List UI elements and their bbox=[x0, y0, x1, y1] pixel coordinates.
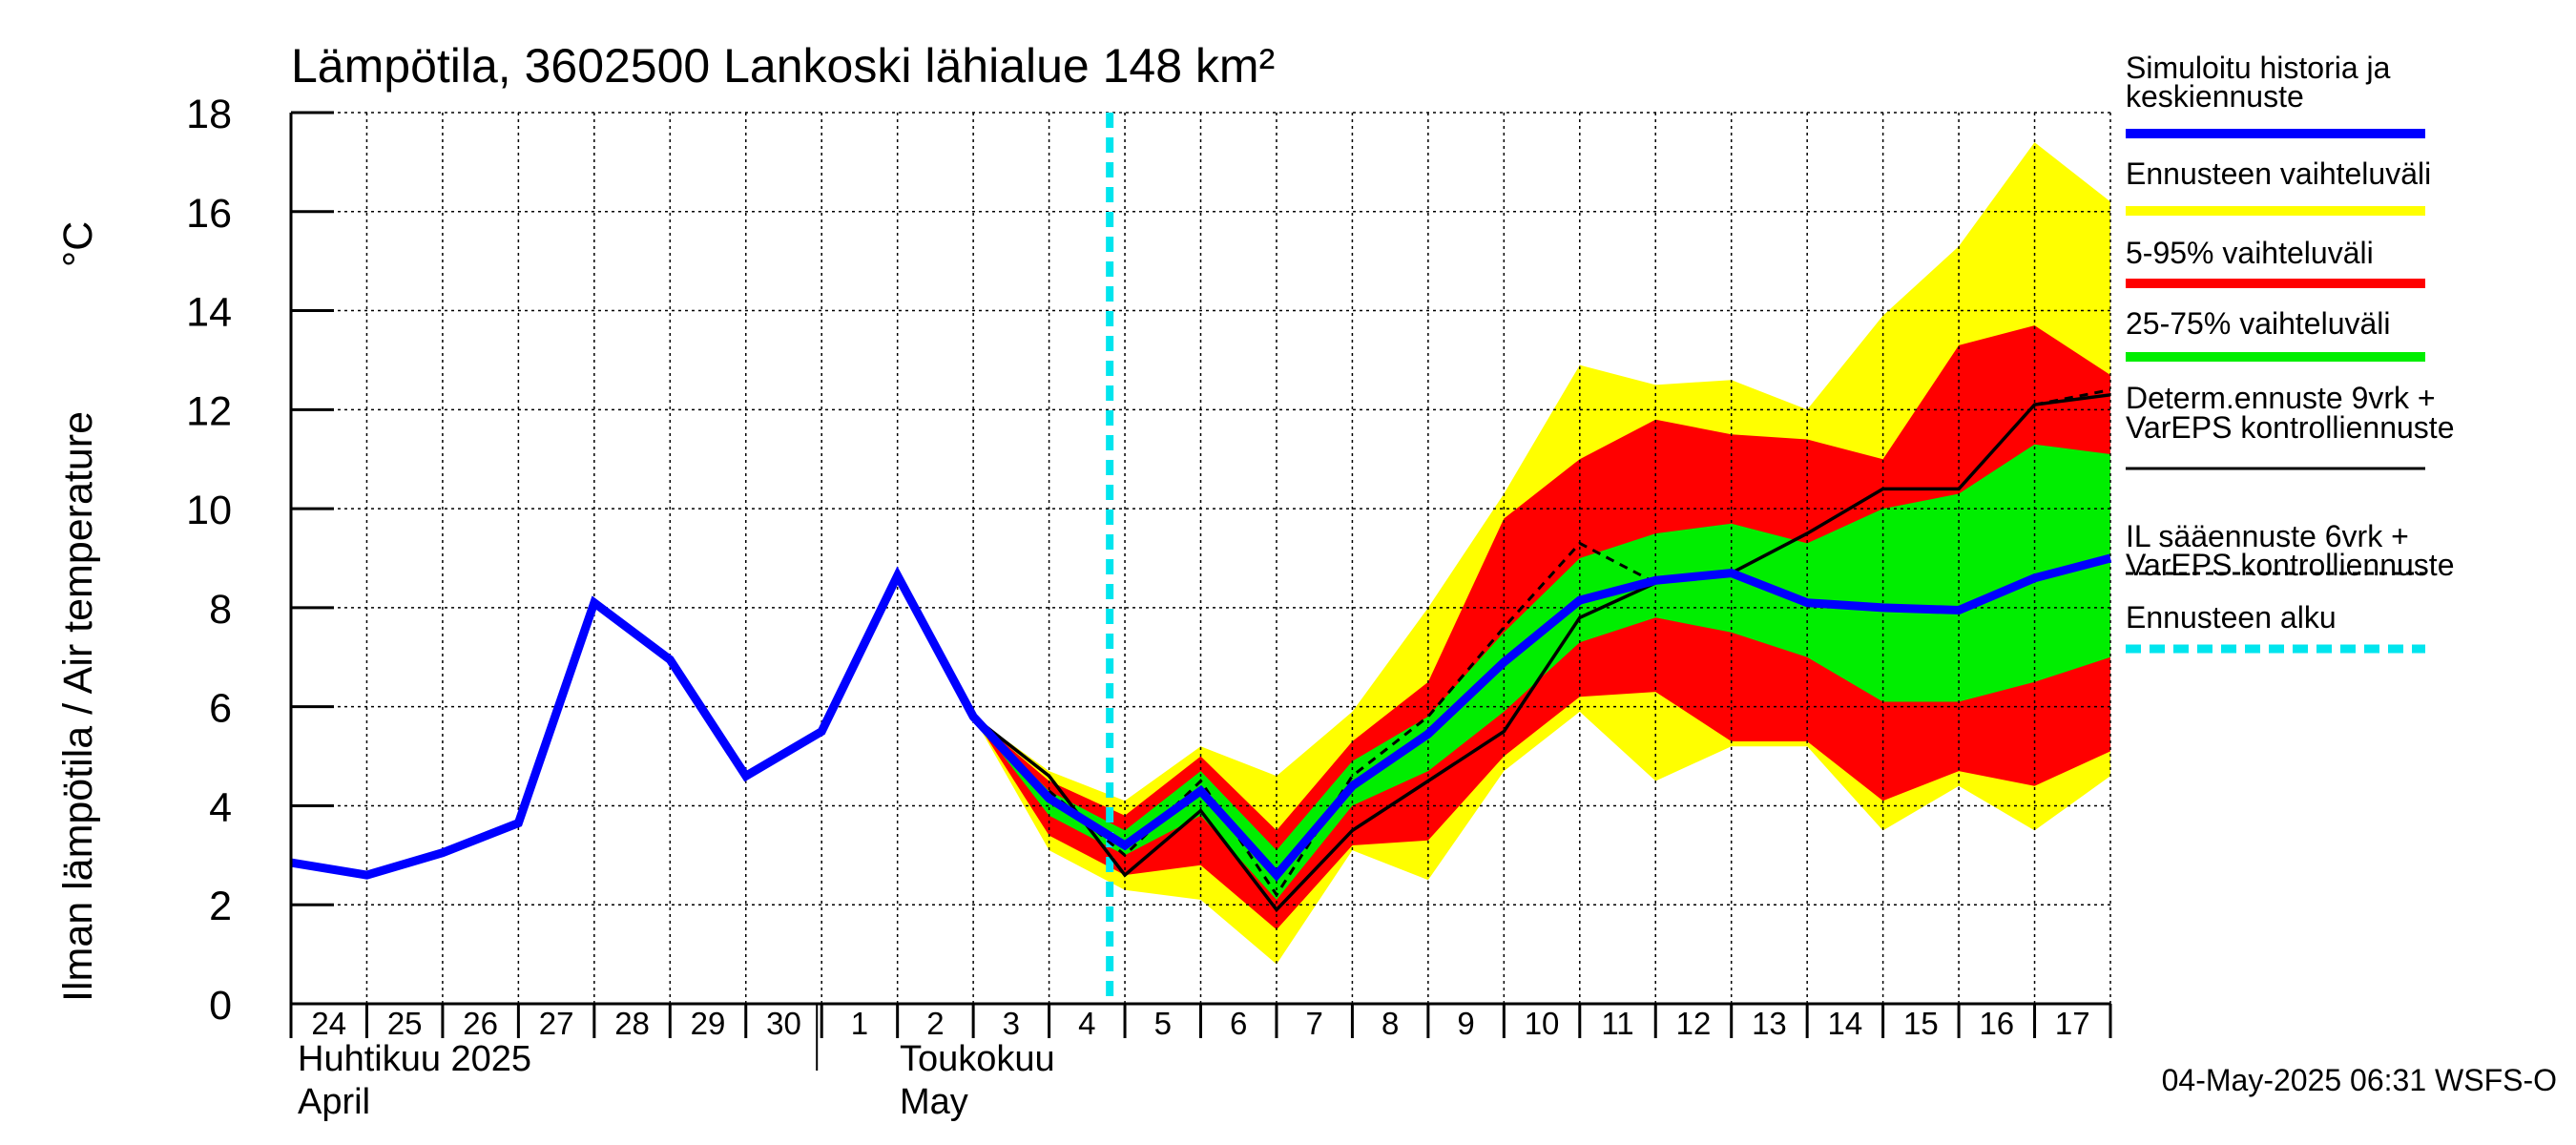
x-tick-label: 8 bbox=[1381, 1006, 1399, 1041]
x-tick-label: 14 bbox=[1828, 1006, 1863, 1041]
history-mean-line bbox=[290, 553, 2112, 882]
x-tick-label: 4 bbox=[1078, 1006, 1095, 1041]
y-tick-label: 4 bbox=[209, 784, 232, 830]
y-tick-label: 2 bbox=[209, 884, 232, 929]
month-label-may-fi: Toukokuu bbox=[900, 1039, 1055, 1079]
legend-label: Determ.ennuste 9vrk + bbox=[2126, 381, 2436, 415]
legend-label: VarEPS kontrolliennuste bbox=[2126, 548, 2454, 582]
y-tick-label: 16 bbox=[186, 191, 232, 237]
x-tick-label: 12 bbox=[1676, 1006, 1712, 1041]
x-tick-label: 29 bbox=[691, 1006, 726, 1041]
x-tick-label: 15 bbox=[1903, 1006, 1939, 1041]
x-tick-label: 1 bbox=[851, 1006, 868, 1041]
legend-label: 25-75% vaihteluväli bbox=[2126, 306, 2391, 341]
x-tick-label: 10 bbox=[1525, 1006, 1560, 1041]
x-tick-label: 3 bbox=[1003, 1006, 1020, 1041]
y-tick-label: 18 bbox=[186, 92, 232, 137]
month-label-may-en: May bbox=[900, 1082, 968, 1122]
y-tick-labels: 0 2 4 6 8 10 12 14 16 18 bbox=[186, 92, 232, 1029]
legend-label: VarEPS kontrolliennuste bbox=[2126, 410, 2454, 445]
il-forecast-tail-line bbox=[2034, 388, 2111, 406]
legend-label: 5-95% vaihteluväli bbox=[2126, 236, 2374, 270]
y-tick-label: 8 bbox=[209, 587, 232, 633]
legend-label: IL sääennuste 6vrk + bbox=[2126, 519, 2409, 553]
x-tick-label: 28 bbox=[614, 1006, 650, 1041]
y-axis-unit: °C bbox=[55, 221, 101, 267]
x-tick-label: 5 bbox=[1154, 1006, 1172, 1041]
y-tick-label: 6 bbox=[209, 686, 232, 732]
determ-forecast-line bbox=[896, 393, 2111, 913]
y-tick-label: 10 bbox=[186, 488, 232, 533]
month-label-april-en: April bbox=[298, 1082, 370, 1122]
x-tick-label: 26 bbox=[463, 1006, 498, 1041]
x-tick-label: 16 bbox=[1979, 1006, 2014, 1041]
timestamp-footer: 04-May-2025 06:31 WSFS-O bbox=[2162, 1063, 2557, 1097]
x-tick-label: 17 bbox=[2055, 1006, 2090, 1041]
legend-label: Ennusteen vaihteluväli bbox=[2126, 156, 2431, 191]
y-tick-label: 0 bbox=[209, 983, 232, 1029]
x-tick-label: 2 bbox=[926, 1006, 944, 1041]
x-tick-label: 9 bbox=[1457, 1006, 1474, 1041]
x-tick-label: 11 bbox=[1601, 1006, 1633, 1041]
x-tick-label: 30 bbox=[766, 1006, 801, 1041]
legend-label: keskiennuste bbox=[2126, 79, 2304, 114]
x-tick-label: 7 bbox=[1306, 1006, 1323, 1041]
y-tick-label: 14 bbox=[186, 290, 232, 336]
axes bbox=[289, 111, 2112, 1071]
legend-label: Ennusteen alku bbox=[2126, 600, 2337, 635]
month-label-april-fi: Huhtikuu 2025 bbox=[298, 1039, 531, 1079]
x-tick-label: 27 bbox=[539, 1006, 574, 1041]
y-axis-label: Ilman lämpötila / Air temperature bbox=[55, 411, 101, 1002]
forecast-bands bbox=[973, 142, 2110, 965]
x-tick-labels: 24 25 26 27 28 29 30 1 2 3 4 5 6 7 8 9 10 11 12 13 14 15 16 17 bbox=[311, 1006, 2089, 1041]
series-lines bbox=[290, 113, 2112, 1004]
chart-title: Lämpötila, 3602500 Lankoski lähialue 148… bbox=[291, 39, 1275, 93]
y-tick-label: 12 bbox=[186, 388, 232, 434]
legend-label: Simuloitu historia ja bbox=[2126, 51, 2391, 85]
x-tick-label: 6 bbox=[1230, 1006, 1247, 1041]
x-tick-label: 24 bbox=[311, 1006, 346, 1041]
x-tick-label: 25 bbox=[387, 1006, 423, 1041]
x-tick-label: 13 bbox=[1752, 1006, 1787, 1041]
